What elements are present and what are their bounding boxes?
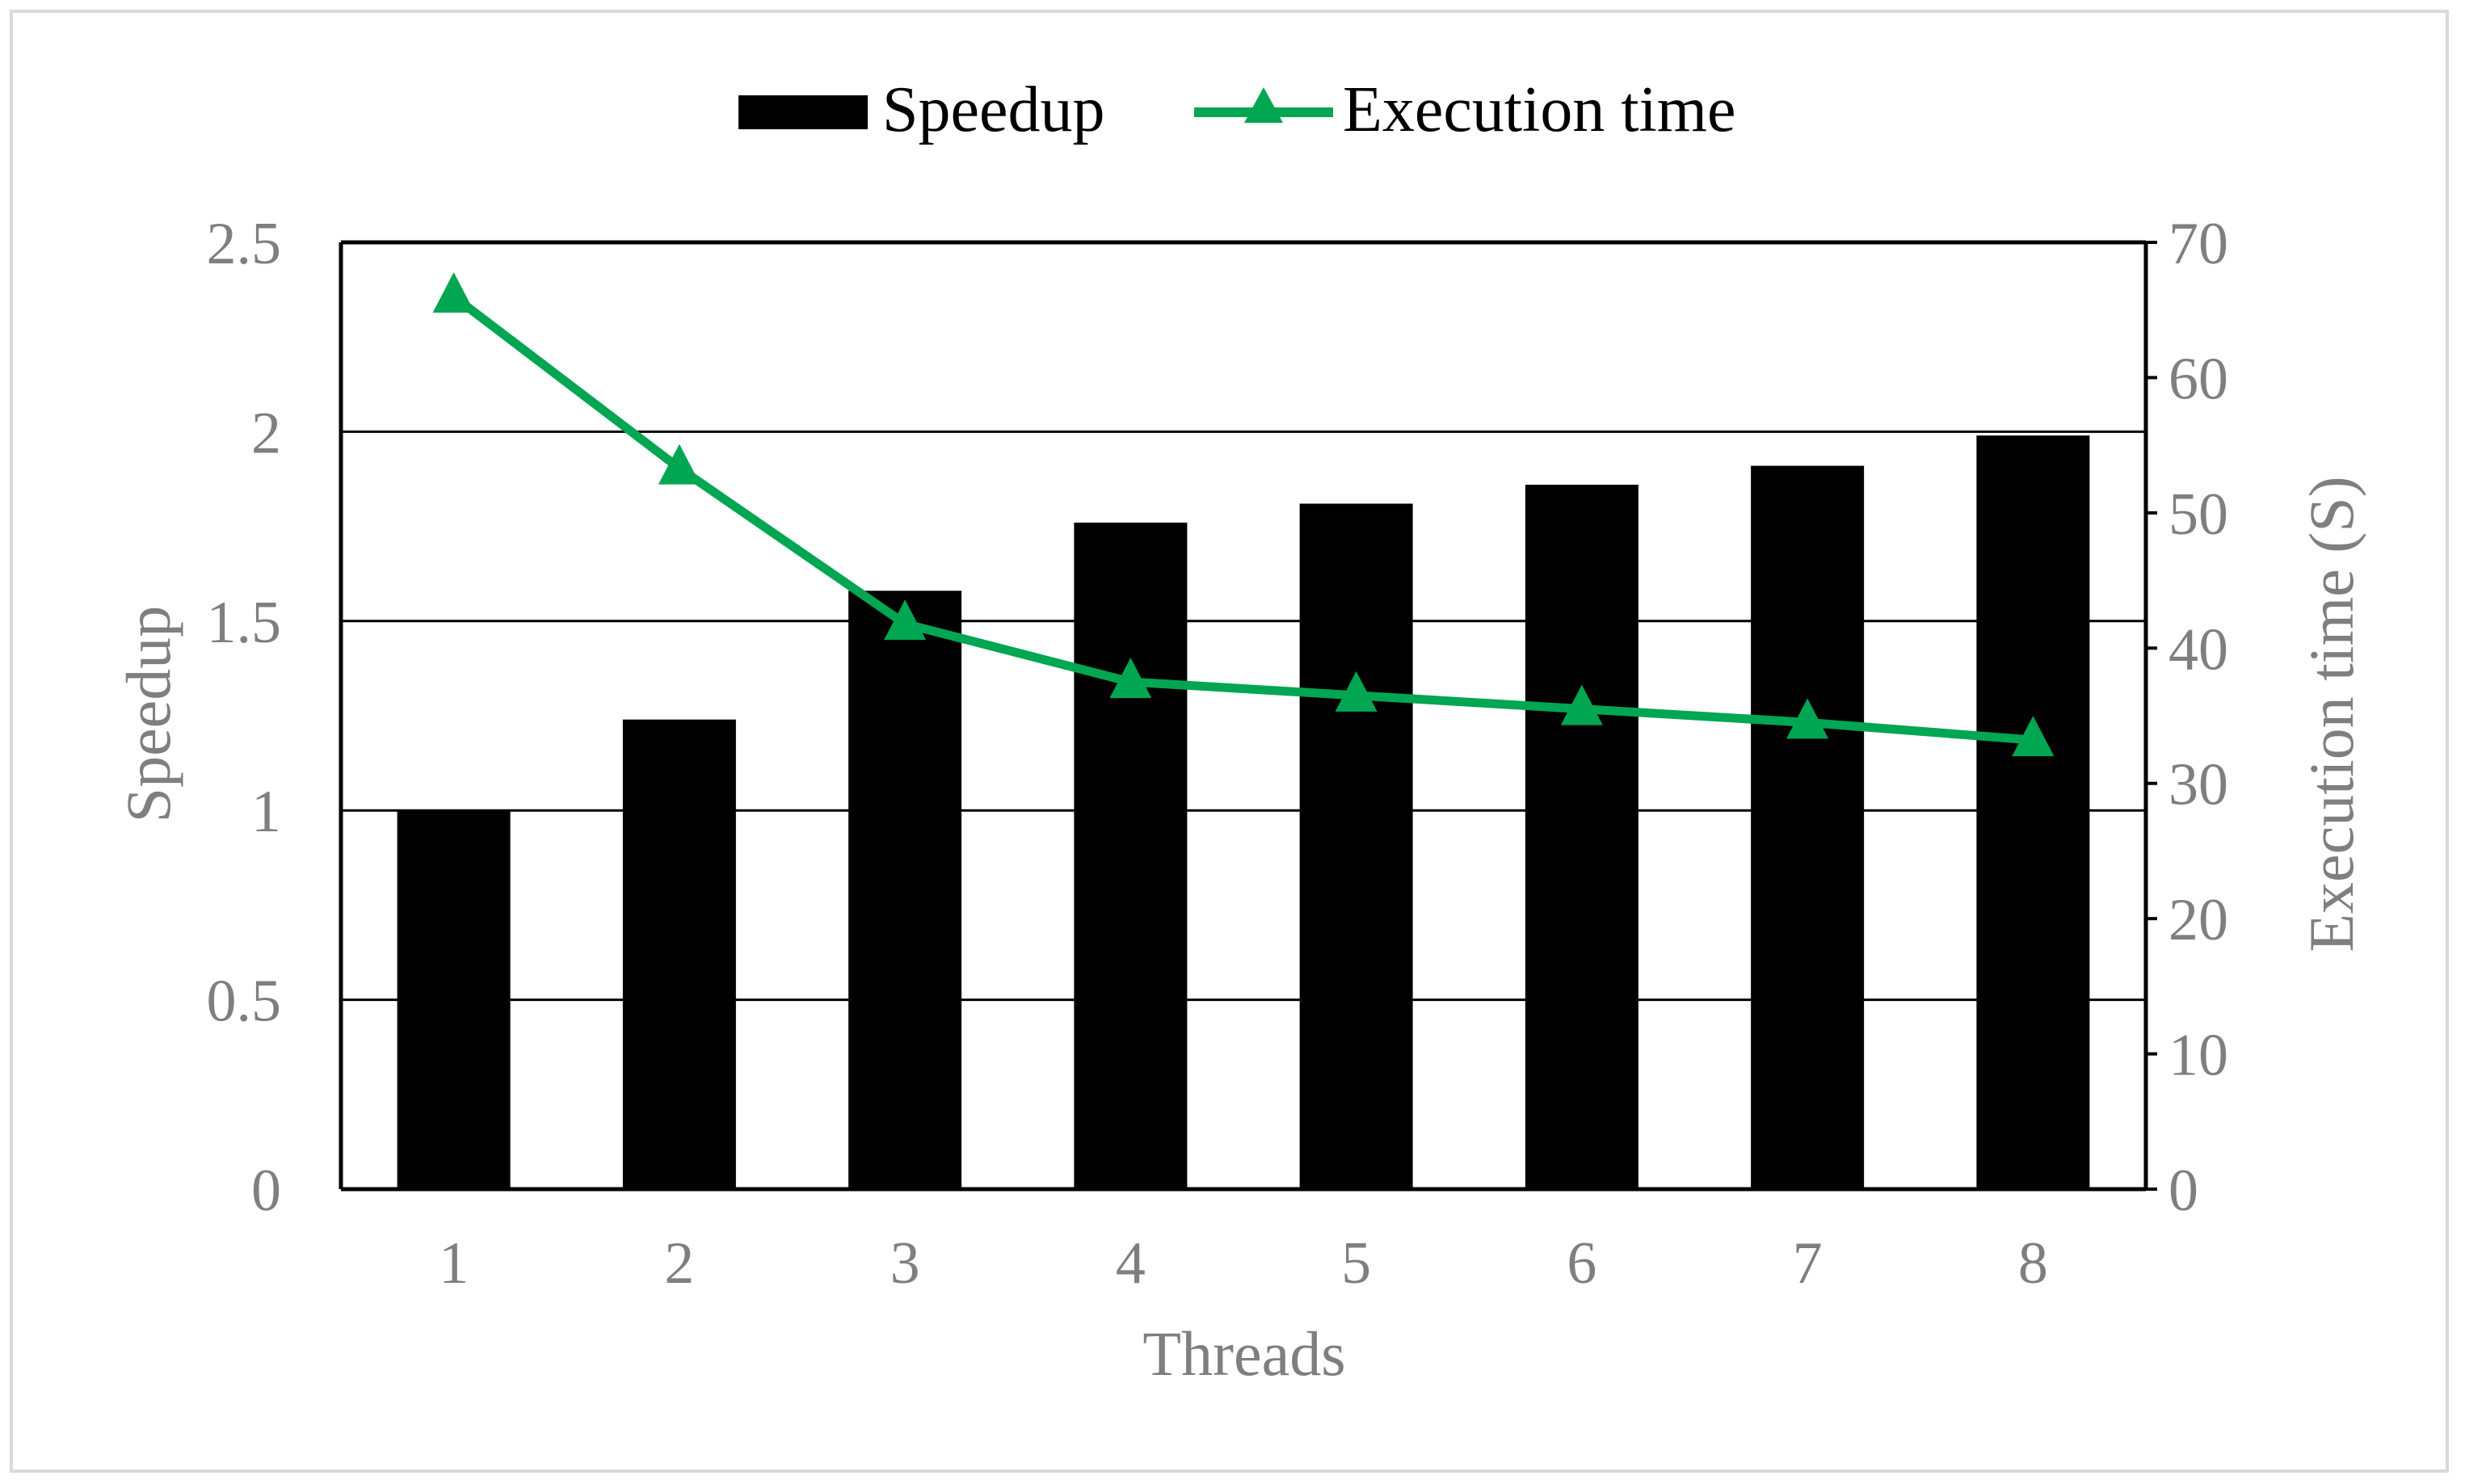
legend-swatch-execution-time-marker (1244, 87, 1283, 123)
marker-execution-time (1786, 698, 1829, 739)
y2-tick-label: 60 (2168, 346, 2228, 412)
marker-execution-time (658, 444, 700, 485)
x-tick-label: 4 (1116, 1230, 1146, 1297)
y2-tick-label: 20 (2168, 887, 2228, 953)
x-tick-label: 3 (890, 1230, 920, 1297)
y2-tick-label: 10 (2168, 1023, 2228, 1089)
gridlines (341, 241, 2146, 1002)
axes (339, 240, 2157, 1192)
marker-execution-time (884, 599, 927, 641)
legend-label-execution-time: Execution time (1343, 74, 1736, 145)
y-tick-label: 0.5 (207, 969, 282, 1035)
x-tick-label: 8 (2018, 1230, 2048, 1297)
bar-speedup (1751, 465, 1865, 1189)
legend-swatch-speedup (738, 95, 868, 129)
y-tick-label: 1 (251, 779, 281, 845)
legend: Speedup Execution time (738, 74, 1736, 145)
bar-speedup (1299, 503, 1413, 1189)
marker-execution-time (1560, 684, 1603, 725)
y-tick-label: 0 (251, 1158, 281, 1224)
y2-tick-label: 30 (2168, 752, 2228, 818)
y-tick-label: 2.5 (207, 211, 282, 277)
tick-labels: 0 0.5 1 1.5 2 2.5 0 10 20 30 40 50 60 70 1 2 3 4 5 6 7 8 (207, 211, 2229, 1297)
y-axis-title: Speedup (113, 606, 183, 823)
marker-execution-time (432, 271, 475, 313)
marker-execution-time (2012, 716, 2055, 757)
bar-speedup (622, 719, 736, 1189)
y2-tick-label: 70 (2168, 211, 2228, 277)
x-tick-label: 1 (439, 1230, 469, 1297)
y2-tick-label: 40 (2168, 616, 2228, 683)
y2-tick-label: 0 (2168, 1158, 2198, 1224)
x-tick-label: 6 (1567, 1230, 1596, 1297)
marker-execution-time (1109, 658, 1152, 699)
bar-speedup (848, 591, 962, 1189)
y2-tick-label: 50 (2168, 481, 2228, 548)
bar-speedup (397, 810, 511, 1189)
marker-execution-time (1335, 671, 1378, 712)
bar-speedup (1525, 485, 1638, 1189)
x-tick-label: 5 (1341, 1230, 1371, 1297)
execution-time-line (432, 271, 2055, 757)
y-tick-label: 2 (251, 400, 281, 466)
legend-label-speedup: Speedup (882, 74, 1105, 145)
bar-speedup (1976, 435, 2090, 1189)
speedup-bars (397, 435, 2090, 1189)
x-tick-label: 7 (1793, 1230, 1823, 1297)
x-axis-title: Threads (1142, 1318, 1345, 1389)
x-tick-label: 2 (664, 1230, 694, 1297)
y-tick-label: 1.5 (207, 590, 282, 656)
bar-speedup (1074, 522, 1188, 1189)
line-execution-time (451, 292, 2034, 745)
y2-axis-title: Execution time (S) (2296, 476, 2366, 952)
